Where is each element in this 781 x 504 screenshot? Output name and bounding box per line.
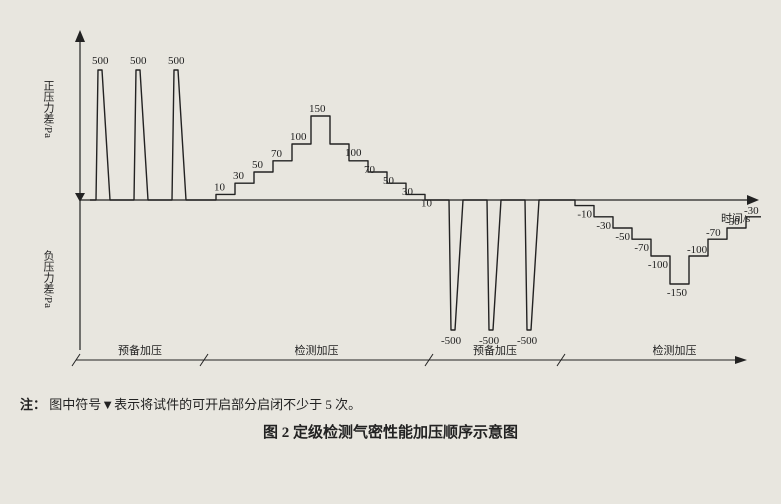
svg-text:-30: -30	[744, 205, 759, 217]
svg-text:-150: -150	[667, 287, 688, 299]
section-label: 预备加压	[473, 343, 517, 357]
svg-text:30: 30	[233, 170, 245, 182]
section-label: 检测加压	[295, 343, 339, 357]
svg-text:-50: -50	[615, 231, 630, 243]
svg-text:100: 100	[290, 131, 307, 143]
svg-text:-10: -10	[577, 209, 592, 221]
svg-text:-70: -70	[706, 227, 721, 239]
svg-text:500: 500	[130, 55, 147, 67]
section-label: 预备加压	[118, 343, 162, 357]
svg-text:10: 10	[214, 181, 226, 193]
figure: 正压力差/Pa负压力差/Pa时间/s5005005001030507010015…	[20, 20, 761, 442]
chart-caption: 图 2 定级检测气密性能加压顺序示意图	[20, 421, 761, 442]
svg-text:-500: -500	[441, 335, 462, 347]
svg-text:70: 70	[271, 148, 283, 160]
svg-text:-100: -100	[648, 259, 669, 271]
svg-text:50: 50	[252, 159, 264, 171]
y-pos-label: 正压力差/Pa	[42, 80, 55, 138]
pressure-sequence-chart: 正压力差/Pa负压力差/Pa时间/s5005005001030507010015…	[20, 20, 761, 380]
note-text: 图中符号▼表示将试件的可开启部分启闭不少于 5 次。	[49, 397, 361, 412]
svg-text:500: 500	[92, 55, 109, 67]
section-label: 检测加压	[653, 343, 697, 357]
svg-text:500: 500	[168, 55, 185, 67]
svg-text:30: 30	[402, 186, 414, 198]
svg-text:150: 150	[309, 103, 326, 115]
y-neg-label: 负压力差/Pa	[42, 249, 55, 308]
svg-text:50: 50	[383, 175, 395, 187]
svg-text:-100: -100	[687, 244, 708, 256]
svg-text:-500: -500	[517, 335, 538, 347]
svg-text:70: 70	[364, 164, 376, 176]
svg-text:-30: -30	[596, 220, 611, 232]
svg-text:100: 100	[345, 147, 362, 159]
svg-text:-70: -70	[634, 242, 649, 254]
svg-text:10: 10	[421, 197, 433, 209]
note-label: 注：	[20, 397, 46, 412]
svg-text:-50: -50	[725, 216, 740, 228]
chart-note: 注： 图中符号▼表示将试件的可开启部分启闭不少于 5 次。	[20, 394, 761, 413]
